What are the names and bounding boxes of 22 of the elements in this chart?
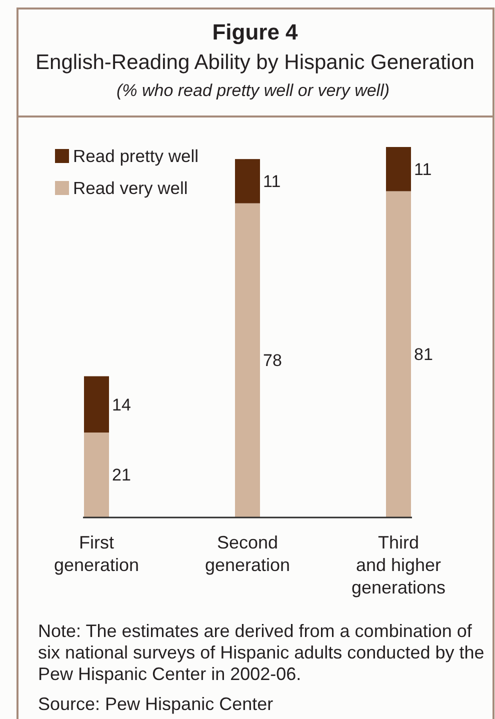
text: Note: The estimates are derived from a combination of six national surveys of Hispanic adults conducted by the Pew Hispanic Center in 2002-06. — [38, 621, 484, 684]
data-label: 21 — [112, 466, 131, 485]
data-label: 81 — [414, 345, 433, 364]
legend-label: Read pretty well — [73, 146, 198, 166]
x-tick-label: First generation — [54, 532, 140, 575]
data-label: 78 — [263, 351, 282, 370]
y-axis-title: (% who read pretty well or very well) — [116, 81, 390, 100]
bar — [235, 159, 260, 204]
bar — [84, 432, 109, 517]
x-tick-label: Third and higher generations — [351, 532, 446, 598]
bar — [386, 147, 411, 192]
chart-title: Figure 4 — [212, 20, 299, 44]
x-tick-label: Second generation — [204, 532, 290, 575]
data-label: 11 — [263, 172, 281, 192]
chart-subtitle: English-Reading Ability by Hispanic Generation — [36, 51, 474, 74]
legend-label: Read very well — [73, 178, 188, 198]
data-label: 11 — [414, 160, 432, 180]
data-label: 14 — [112, 395, 131, 414]
bar — [235, 203, 260, 517]
bar — [84, 376, 109, 433]
source-note: Source: Pew Hispanic Center — [38, 694, 274, 714]
bar — [386, 191, 411, 517]
